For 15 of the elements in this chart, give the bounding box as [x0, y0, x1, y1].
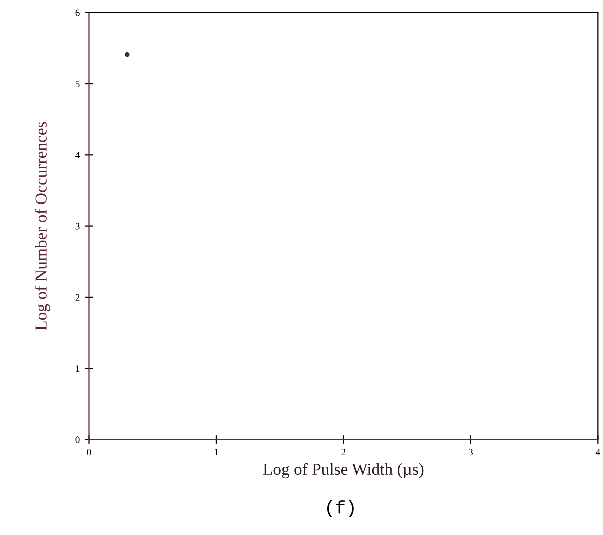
y-tick-label: 1 [76, 366, 80, 372]
text: (f) [327, 500, 354, 518]
x-tick-label: 2 [342, 449, 346, 456]
y-axis-title: Log of Number of Occurrences [35, 122, 50, 330]
y-tick-label: 2 [76, 294, 80, 301]
x-tick-label: 4 [596, 449, 600, 456]
y-tick-label: 4 [76, 152, 80, 159]
x-tick-label: 0 [87, 449, 92, 456]
x-tick-label: 1 [214, 449, 218, 456]
x-axis-title: Log of Pulse Width (µs) [263, 463, 424, 478]
y-tick-label: 5 [76, 81, 80, 88]
y-tick-label: 3 [76, 223, 80, 230]
x-tick-label: 3 [468, 449, 473, 456]
y-tick-label: 6 [76, 10, 80, 16]
y-tick-label: 0 [76, 436, 80, 444]
